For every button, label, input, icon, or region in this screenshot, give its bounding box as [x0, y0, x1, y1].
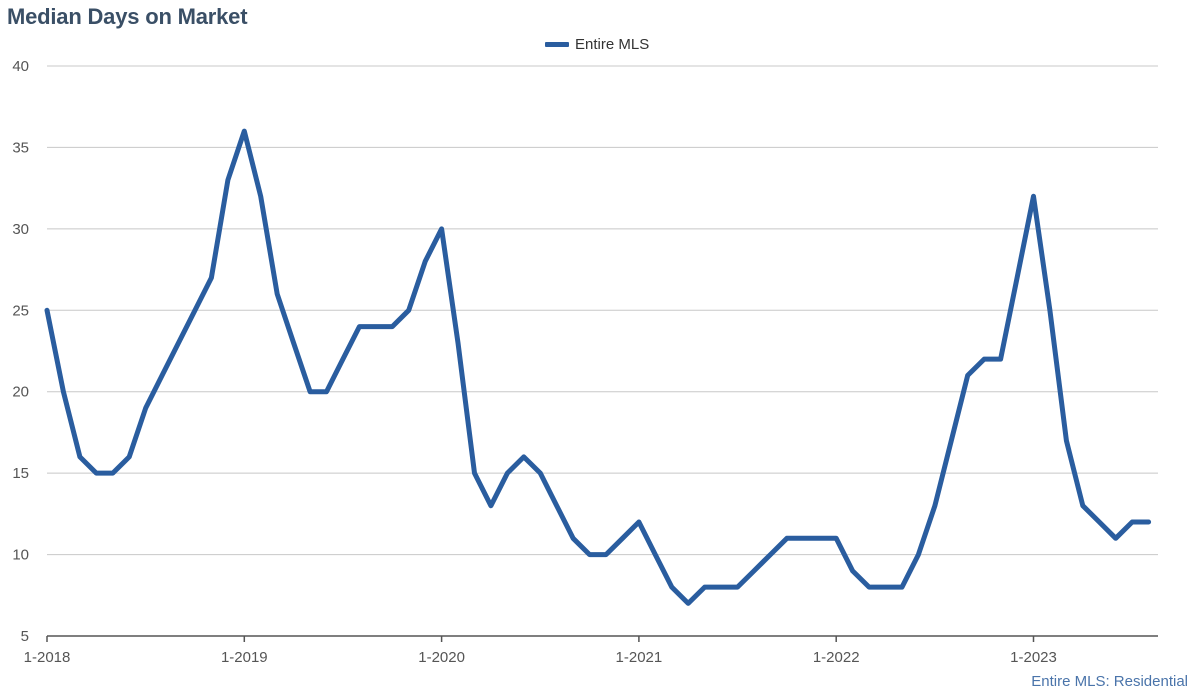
legend: Entire MLS: [545, 36, 649, 53]
x-tick-label: 1-2019: [221, 649, 268, 666]
footnote: Entire MLS: Residential: [1031, 673, 1188, 690]
y-tick-label: 10: [12, 547, 29, 564]
x-tick-label: 1-2020: [418, 649, 465, 666]
y-tick-label: 25: [12, 302, 29, 319]
x-tick-label: 1-2023: [1010, 649, 1057, 666]
series-line: [44, 128, 1152, 606]
legend-swatch: [545, 42, 569, 47]
y-tick-label: 40: [12, 58, 29, 75]
x-tick-label: 1-2021: [616, 649, 663, 666]
y-tick-label: 20: [12, 384, 29, 401]
legend-label: Entire MLS: [575, 36, 650, 53]
y-tick-label: 30: [12, 221, 29, 238]
y-tick-label: 15: [12, 465, 29, 482]
chart-title: Median Days on Market: [7, 4, 248, 29]
x-tick-label: 1-2022: [813, 649, 860, 666]
y-tick-label: 35: [12, 139, 29, 156]
y-tick-label: 5: [21, 628, 29, 645]
x-tick-label: 1-2018: [24, 649, 71, 666]
